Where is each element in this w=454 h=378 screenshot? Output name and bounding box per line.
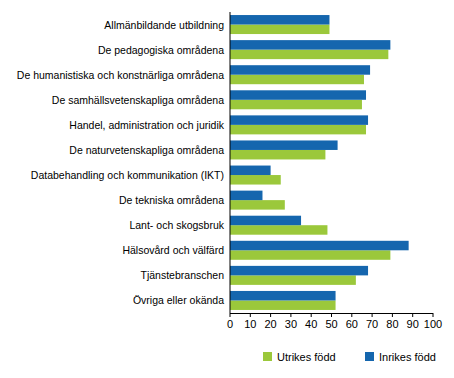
bar <box>230 100 362 110</box>
tick <box>392 313 393 317</box>
tick <box>311 313 312 317</box>
category-label: De pedagogiska områdena <box>98 44 224 56</box>
bar <box>230 175 281 185</box>
bar <box>230 266 368 276</box>
category-label: De naturvetenskapliga områdena <box>69 144 224 156</box>
tick-label: 90 <box>407 318 419 330</box>
tick <box>270 313 271 317</box>
chart-container: 0 10 20 30 40 50 60 70 80 90 100 Allmänbildande utb… <box>0 0 454 378</box>
bar <box>230 150 325 160</box>
tick-label: 50 <box>325 318 337 330</box>
category-label: Handel, administration och juridik <box>69 119 224 131</box>
category-label: De samhällsvetenskapliga områdena <box>52 94 224 106</box>
bar <box>230 50 388 60</box>
tick-label: 20 <box>264 318 276 330</box>
tick-label: 0 <box>227 318 233 330</box>
legend-swatch <box>263 352 272 361</box>
bar <box>230 75 364 85</box>
tick-label: 80 <box>386 318 398 330</box>
bars <box>230 15 409 310</box>
category-label: Lant- och skogsbruk <box>129 219 224 231</box>
tick <box>372 313 373 317</box>
bar <box>230 225 327 235</box>
category-label: Databehandling och kommunikation (IKT) <box>31 169 224 181</box>
bar <box>230 90 366 100</box>
bar <box>230 216 301 226</box>
tick-label: 60 <box>346 318 358 330</box>
bar <box>230 200 285 210</box>
tick <box>230 313 231 317</box>
chart-svg: 0 10 20 30 40 50 60 70 80 90 100 Allmänbildande utb… <box>0 0 454 378</box>
category-label: Allmänbildande utbildning <box>104 19 224 31</box>
bar <box>230 15 329 25</box>
tick <box>290 313 291 317</box>
tick <box>412 313 413 317</box>
bar <box>230 250 390 260</box>
category-label: Hälsovård och välfärd <box>122 244 224 256</box>
tick-label: 10 <box>244 318 256 330</box>
bar <box>230 291 336 301</box>
bar <box>230 241 409 251</box>
tick-label: 40 <box>305 318 317 330</box>
legend-label: Inrikes född <box>379 351 436 363</box>
legend-swatch <box>365 352 374 361</box>
bar <box>230 140 338 150</box>
bar <box>230 300 336 310</box>
category-label: Tjänstebranschen <box>141 269 225 281</box>
bar <box>230 25 329 34</box>
bar <box>230 115 368 125</box>
tick <box>250 313 251 317</box>
tick-label: 100 <box>424 318 442 330</box>
tick <box>351 313 352 317</box>
bar <box>230 125 366 135</box>
bar <box>230 191 262 201</box>
category-label: De tekniska områdena <box>119 194 224 206</box>
category-axis <box>230 12 231 313</box>
category-label: Övriga eller okända <box>133 294 224 306</box>
bar <box>230 166 271 176</box>
tick-label: 70 <box>366 318 378 330</box>
legend-label: Utrikes född <box>277 351 336 363</box>
bar <box>230 65 370 75</box>
tick-label: 30 <box>285 318 297 330</box>
bar <box>230 275 356 285</box>
tick <box>331 313 332 317</box>
bar <box>230 40 390 50</box>
category-label: De humanistiska och konstnärliga områden… <box>17 69 224 81</box>
tick <box>433 313 434 317</box>
